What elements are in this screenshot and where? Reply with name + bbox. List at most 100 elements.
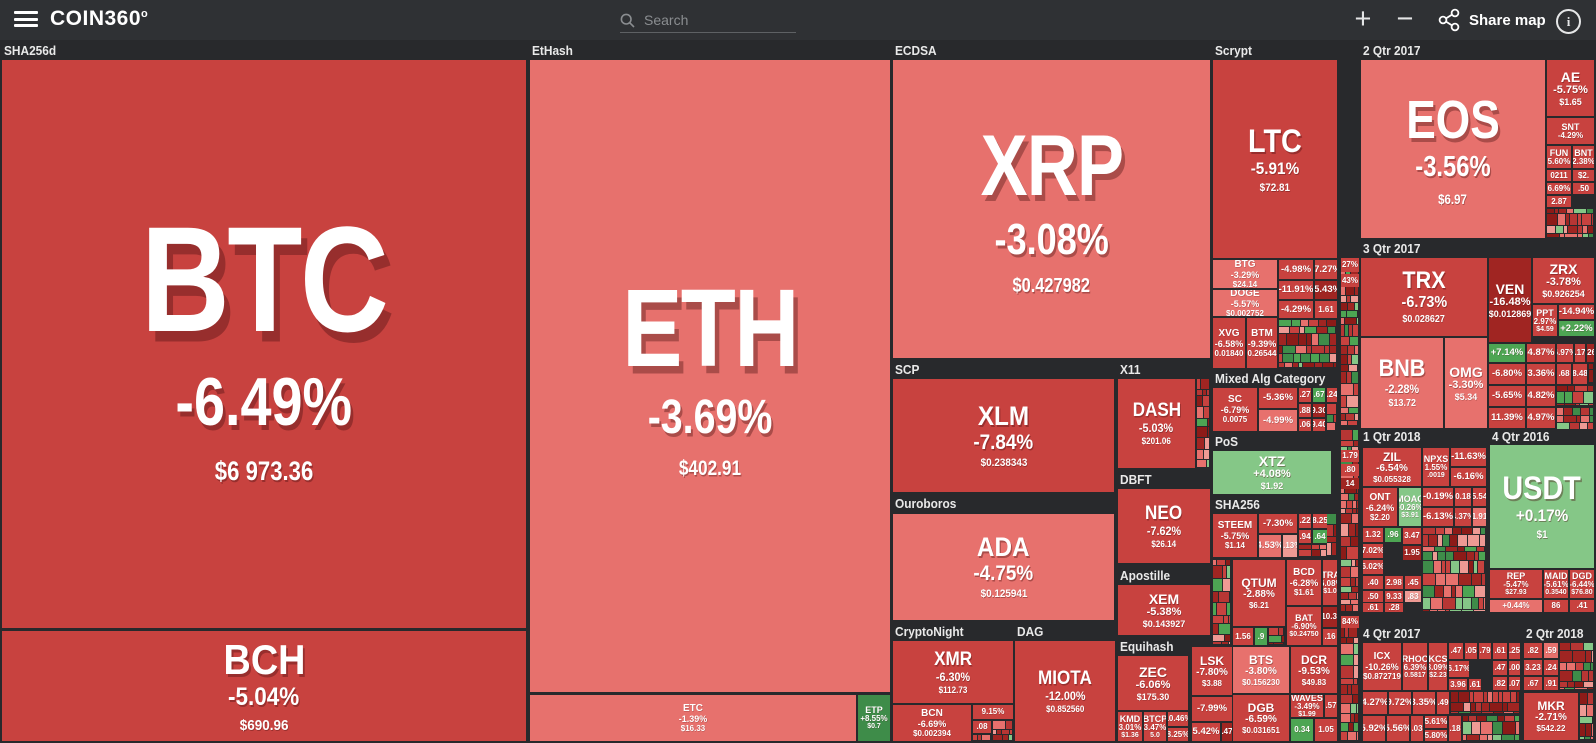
- logo[interactable]: COIN360o: [50, 7, 148, 31]
- tile--10.34[interactable]: -10.34: [1323, 607, 1337, 627]
- tile-4.87%[interactable]: 4.87%: [1527, 344, 1555, 362]
- tile-.40[interactable]: .40: [1363, 576, 1383, 589]
- tile-5.54[interactable]: 5.54: [1473, 488, 1486, 506]
- tile-9.33[interactable]: 9.33: [1385, 591, 1403, 602]
- tile-bcn[interactable]: BCN -6.69% $0.002394: [893, 705, 971, 741]
- tile-+0.44%[interactable]: +0.44%: [1490, 600, 1542, 612]
- tile-.45[interactable]: .45: [1405, 576, 1421, 589]
- mosaic[interactable]: [1589, 364, 1594, 384]
- search-input[interactable]: [642, 11, 786, 29]
- search-box[interactable]: [620, 8, 796, 33]
- info-icon[interactable]: i: [1556, 9, 1581, 34]
- tile-9.72%[interactable]: 9.72%: [1389, 692, 1411, 714]
- tile-usdt[interactable]: USDT +0.17% $1: [1490, 445, 1594, 568]
- mosaic[interactable]: [1580, 693, 1594, 740]
- zoom-in-button[interactable]: +: [1354, 3, 1372, 35]
- tile-.94[interactable]: .94: [1299, 530, 1311, 543]
- tile-84%[interactable]: 84%: [1341, 616, 1359, 628]
- tile-1.79[interactable]: 1.79: [1341, 450, 1359, 462]
- tile-2.[interactable]: $2.: [1573, 170, 1594, 181]
- tile-.79[interactable]: .79: [1479, 643, 1491, 659]
- tile-.88[interactable]: .88: [1299, 404, 1311, 417]
- tile-2.87[interactable]: 2.87: [1547, 196, 1571, 207]
- tile-.06[interactable]: .06: [1299, 419, 1311, 431]
- tile-.47[interactable]: .47: [1449, 643, 1463, 659]
- tile-.50[interactable]: .50: [1573, 183, 1594, 194]
- mosaic[interactable]: [1327, 404, 1337, 431]
- tile-xlm[interactable]: XLM -7.84% $0.238343: [893, 379, 1114, 492]
- mosaic[interactable]: [1557, 386, 1594, 406]
- tile-.80[interactable]: .80: [1341, 464, 1359, 476]
- tile-0.18[interactable]: 0.18: [1455, 488, 1471, 506]
- mosaic[interactable]: [1547, 209, 1594, 238]
- tile-btg[interactable]: BTG -3.29% $24.14: [1213, 260, 1277, 288]
- tile-mkr[interactable]: MKR -2.71% $542.22: [1524, 693, 1578, 740]
- tile-kmd[interactable]: KMD 3.01% $1.36: [1118, 712, 1142, 741]
- tile-6.17%[interactable]: 6.17%: [1449, 661, 1469, 677]
- tile-+7.14%[interactable]: +7.14%: [1489, 344, 1525, 362]
- tile-bts[interactable]: BTS -3.80% $0.156230: [1233, 647, 1289, 693]
- tile-dgd[interactable]: DGD -6.44% $76.80: [1570, 570, 1594, 598]
- tile-.24[interactable]: .24: [1544, 660, 1558, 675]
- mosaic[interactable]: [1451, 692, 1520, 714]
- tile-xem[interactable]: XEM -5.38% $0.143927: [1118, 585, 1210, 635]
- tile-1.95[interactable]: 1.95: [1403, 546, 1421, 560]
- tile-1.05[interactable]: 1.05: [1315, 719, 1337, 741]
- tile-1.32[interactable]: 1.32: [1363, 528, 1383, 542]
- tile-ppt[interactable]: PPT 2.97% $4.59: [1533, 305, 1557, 336]
- tile-xmr[interactable]: XMR -6.30% $112.73: [893, 641, 1013, 703]
- tile-.61[interactable]: .61: [1493, 643, 1507, 659]
- tile-5.42%[interactable]: 5.42%: [1192, 723, 1220, 741]
- tile-3.35%[interactable]: 3.35%: [1413, 692, 1435, 714]
- share-button[interactable]: Share map: [1438, 8, 1546, 32]
- tile-.22[interactable]: .22: [1299, 514, 1311, 528]
- tile-strat[interactable]: STRAT-6.08%$1.0: [1323, 560, 1337, 605]
- tile-.28[interactable]: .28: [1385, 603, 1403, 612]
- tile-43%[interactable]: 43%: [1341, 274, 1359, 287]
- tile--6.80%[interactable]: -6.80%: [1489, 364, 1525, 384]
- tile-3.36%[interactable]: 3.36%: [1527, 364, 1555, 384]
- tile-.05[interactable]: .05: [1465, 643, 1477, 659]
- mosaic[interactable]: [1341, 258, 1359, 426]
- tile-xvg[interactable]: XVG -6.58% 0.01840: [1213, 318, 1245, 368]
- tile-3.23[interactable]: 3.23: [1524, 660, 1542, 675]
- tile-moac[interactable]: MOAC-0.26%$3.91: [1399, 488, 1421, 526]
- tile-kcs[interactable]: KCS8.09%$2.23: [1429, 643, 1447, 690]
- tile-0.34[interactable]: 0.34: [1291, 719, 1313, 741]
- tile-10.46%[interactable]: 10.46%: [1168, 712, 1188, 726]
- tile-5.61%[interactable]: 5.61%: [1425, 716, 1447, 728]
- tile-bnb[interactable]: BNB -2.28% $13.72: [1361, 338, 1443, 428]
- tile--14.94%[interactable]: -14.94%: [1559, 305, 1594, 319]
- tile-omg[interactable]: OMG -3.30% $5.34: [1445, 338, 1487, 428]
- tile--7.27%[interactable]: -7.27%: [1315, 260, 1337, 279]
- tile-waves[interactable]: WAVES -3.49% $1.99: [1291, 695, 1323, 717]
- tile-doge[interactable]: DOGE -5.57% $0.002752: [1213, 290, 1277, 316]
- tile-8.48[interactable]: 8.48: [1573, 364, 1587, 384]
- tile-ont[interactable]: ONT -6.24% $2.20: [1363, 488, 1397, 526]
- mosaic[interactable]: [1299, 545, 1327, 557]
- mosaic[interactable]: [993, 721, 1013, 741]
- tile--4.29%[interactable]: -4.29%: [1279, 301, 1313, 318]
- tile-.16[interactable]: .16: [1323, 629, 1337, 645]
- menu-icon[interactable]: [14, 11, 38, 29]
- tile-zec[interactable]: ZEC -6.06% $175.30: [1118, 656, 1188, 710]
- tile--4.98%[interactable]: -4.98%: [1279, 260, 1313, 279]
- tile-bat[interactable]: BAT -6.90% $0.24750: [1287, 607, 1321, 645]
- tile-.9[interactable]: .9: [1255, 628, 1267, 645]
- tile-6.02%[interactable]: 6.02%: [1363, 560, 1383, 574]
- tile-.17[interactable]: .17: [1575, 344, 1585, 362]
- tile-eth[interactable]: ETH -3.69% $402.91: [530, 60, 890, 692]
- tile-.03[interactable]: .03: [1411, 716, 1423, 741]
- tile-btm[interactable]: BTM -9.39% 0.26544: [1247, 318, 1277, 368]
- tile-.18[interactable]: .18: [1449, 716, 1461, 741]
- tile-14[interactable]: 14: [1341, 478, 1359, 489]
- tile-rep[interactable]: REP -5.47% $27.93: [1490, 570, 1542, 598]
- tile-zrx[interactable]: ZRX -3.78% $0.926254: [1533, 258, 1594, 303]
- tile-btc[interactable]: BTC -6.49% $6 973.36: [2, 60, 526, 628]
- tile-.82[interactable]: .82: [1524, 643, 1542, 658]
- tile-.41[interactable]: .41: [1570, 600, 1594, 612]
- tile--5.36%[interactable]: -5.36%: [1259, 388, 1297, 408]
- tile-ltc[interactable]: LTC -5.91% $72.81: [1213, 60, 1337, 258]
- tile-1.61[interactable]: 1.61: [1315, 301, 1337, 318]
- tile-.00[interactable]: .00: [1509, 661, 1520, 675]
